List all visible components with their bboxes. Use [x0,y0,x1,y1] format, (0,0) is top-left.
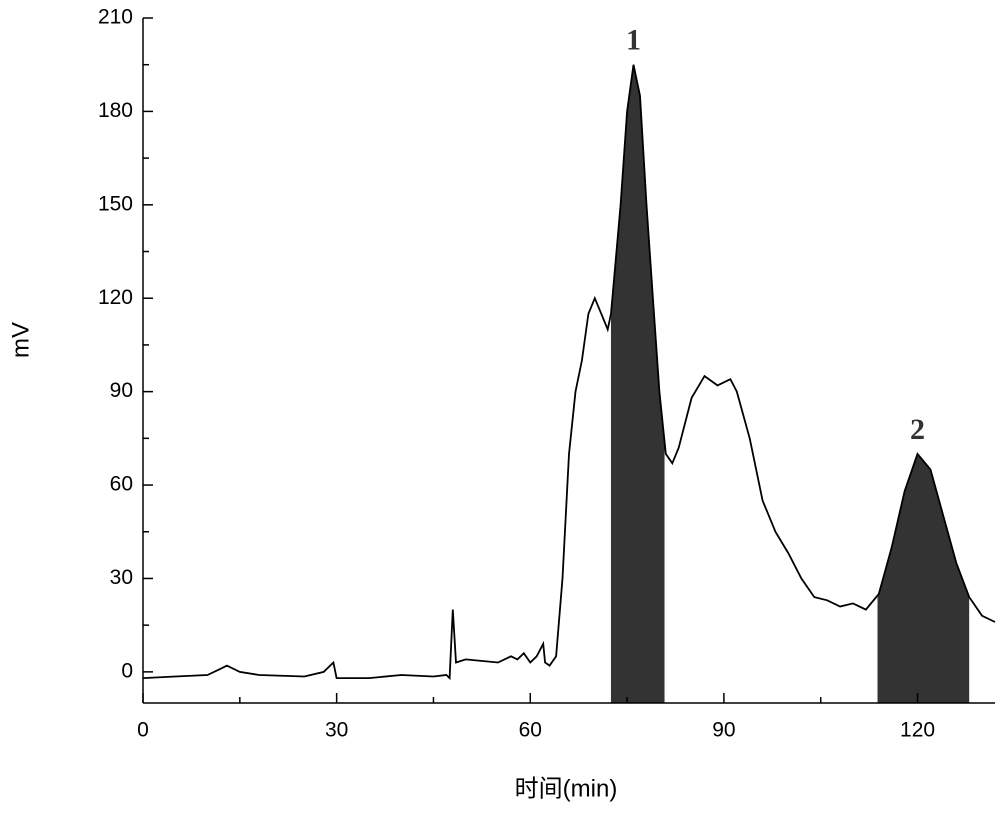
peak-label: 2 [910,413,925,446]
y-tick-label: 150 [98,192,133,215]
y-tick-label: 210 [98,6,133,29]
x-axis-title: 时间(min) [515,775,618,802]
x-tick-label: 0 [137,719,149,742]
y-axis-title: mV [7,322,34,358]
y-tick-label: 60 [110,473,133,496]
y-tick-label: 120 [98,286,133,309]
x-tick-label: 60 [519,719,542,742]
peak-label: 1 [626,24,641,57]
data-line [142,64,996,681]
y-tick-label: 180 [98,99,133,122]
shaded-region [877,453,970,703]
y-tick-label: 30 [110,566,133,589]
y-tick-label: 0 [121,659,133,682]
shaded-region [610,64,665,704]
x-tick-label: 30 [325,719,348,742]
x-tick-label: 120 [900,719,935,742]
x-tick-label: 90 [712,719,735,742]
y-tick-label: 90 [110,379,133,402]
